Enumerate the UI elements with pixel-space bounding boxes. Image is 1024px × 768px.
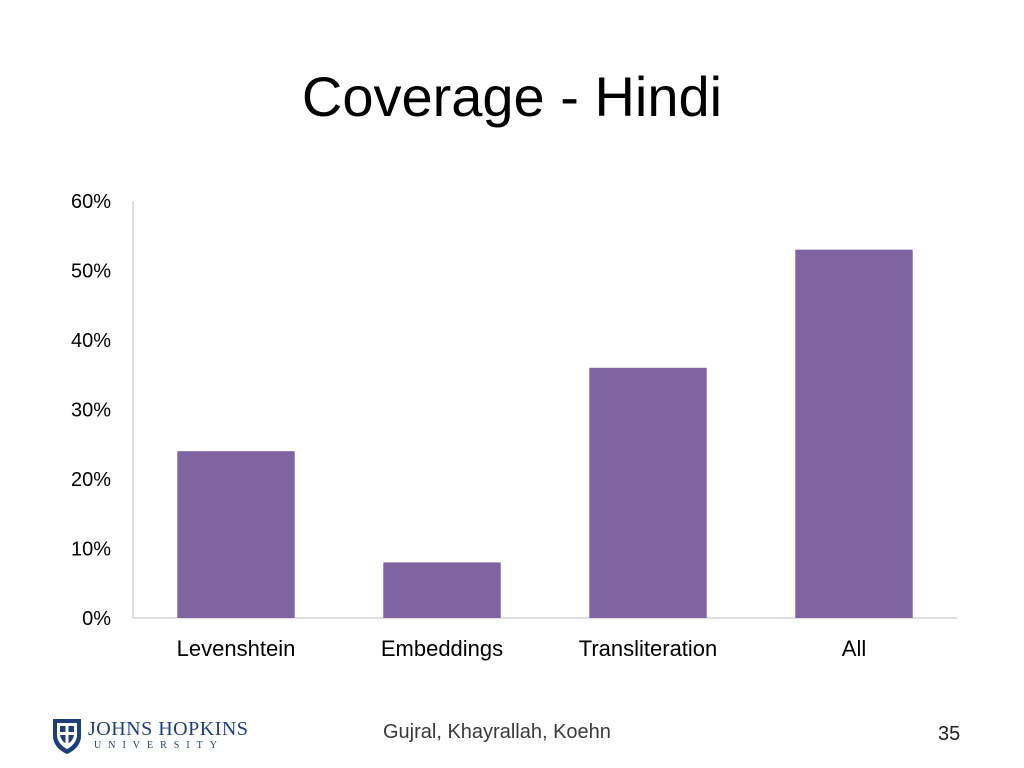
page-number: 35 bbox=[938, 723, 961, 745]
x-tick-label: Transliteration bbox=[579, 636, 718, 661]
bar bbox=[383, 562, 501, 618]
y-tick-label: 60% bbox=[71, 191, 111, 213]
y-tick-label: 10% bbox=[71, 539, 111, 561]
logo-subtitle: UNIVERSITY bbox=[94, 740, 224, 751]
bar-chart: 0% 10% 20% 30% 40% 50% 60% Levenshtein Embedding… bbox=[71, 191, 957, 661]
x-tick-label: Embeddings bbox=[381, 636, 503, 661]
university-logo: JOHNS HOPKINS UNIVERSITY bbox=[50, 716, 250, 756]
bar bbox=[589, 367, 707, 618]
footer-authors: Gujral, Khayrallah, Koehn bbox=[383, 721, 611, 743]
shield-icon bbox=[53, 719, 81, 754]
bar bbox=[795, 249, 913, 618]
y-tick-label: 40% bbox=[71, 330, 111, 352]
bar bbox=[177, 451, 295, 618]
x-tick-label: All bbox=[842, 636, 866, 661]
y-tick-label: 50% bbox=[71, 261, 111, 283]
y-tick-label: 0% bbox=[82, 608, 111, 630]
x-tick-label: Levenshtein bbox=[177, 636, 296, 661]
slide-title: Coverage - Hindi bbox=[301, 65, 723, 128]
y-tick-label: 20% bbox=[71, 469, 111, 491]
y-tick-label: 30% bbox=[71, 400, 111, 422]
logo-wordmark: JOHNS HOPKINS bbox=[88, 718, 249, 740]
